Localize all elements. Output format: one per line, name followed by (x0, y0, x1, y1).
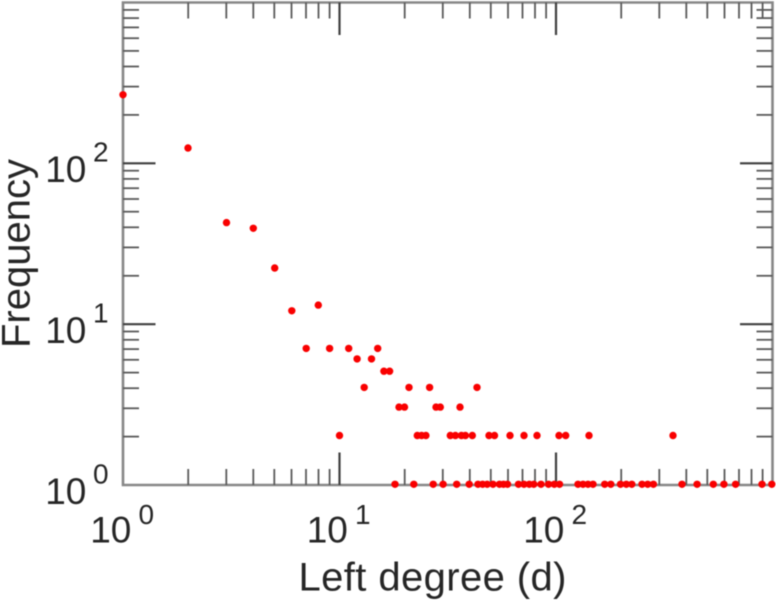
svg-text:10: 10 (90, 510, 131, 551)
svg-text:10: 10 (45, 149, 86, 190)
svg-text:0: 0 (139, 499, 155, 530)
svg-text:Frequency: Frequency (0, 159, 39, 348)
svg-text:2: 2 (93, 137, 109, 168)
svg-text:10: 10 (307, 510, 348, 551)
svg-text:10: 10 (45, 310, 86, 351)
svg-text:10: 10 (45, 471, 86, 512)
svg-text:1: 1 (355, 499, 371, 530)
svg-text:Left degree (d): Left degree (d) (299, 556, 567, 600)
svg-text:0: 0 (93, 459, 109, 490)
svg-text:10: 10 (523, 510, 564, 551)
svg-text:1: 1 (93, 298, 109, 329)
svg-text:2: 2 (572, 499, 588, 530)
